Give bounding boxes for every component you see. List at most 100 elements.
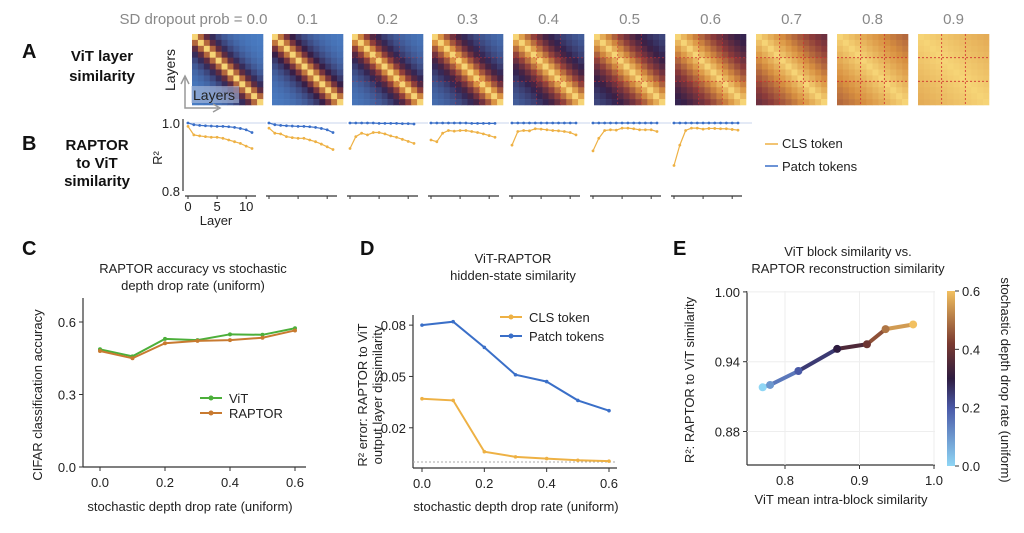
cls-point: [465, 129, 468, 132]
heatmap-cell: [896, 99, 902, 105]
heatmap-cell: [364, 64, 370, 70]
heatmap-cell: [302, 87, 308, 93]
patch-point: [684, 122, 687, 125]
heatmap-cell: [768, 64, 774, 70]
heatmap-cell: [902, 52, 908, 58]
heatmap-cell: [977, 46, 983, 52]
heatmap-cell: [971, 81, 977, 87]
heatmap-cell: [537, 75, 543, 81]
heatmap-cell: [740, 52, 746, 58]
heatmap-cell: [606, 70, 612, 76]
heatmap-cell: [681, 75, 687, 81]
heatmap-cell: [606, 64, 612, 70]
heatmap-cell: [896, 87, 902, 93]
heatmap-cell: [331, 70, 337, 76]
heatmap-cell: [239, 40, 245, 46]
patch-point: [395, 122, 398, 125]
heatmap-cell: [792, 70, 798, 76]
heatmap-cell: [630, 40, 636, 46]
y-tick-label: 1.00: [715, 285, 740, 300]
heatmap-cell: [965, 81, 971, 87]
heatmap-cell: [313, 87, 319, 93]
patch-point: [708, 122, 711, 125]
heatmap-cell: [948, 46, 954, 52]
heatmap-cell: [803, 75, 809, 81]
heatmap-cell: [308, 75, 314, 81]
data-point: [863, 340, 871, 348]
patch-point: [204, 124, 207, 127]
heatmap-cell: [411, 34, 417, 40]
heatmap-cell: [722, 58, 728, 64]
heatmap-cell: [308, 64, 314, 70]
y-tick-label: 0.02: [381, 421, 406, 436]
legend-label: Patch tokens: [529, 329, 605, 344]
patch-line: [269, 123, 333, 133]
heatmap-cell: [855, 46, 861, 52]
heatmap-cell: [774, 64, 780, 70]
heatmap-cell: [896, 40, 902, 46]
heatmap-cell: [210, 40, 216, 46]
heatmap-cell: [849, 70, 855, 76]
heatmap-cell: [382, 87, 388, 93]
heatmap-cell: [716, 87, 722, 93]
heatmap-cell: [902, 40, 908, 46]
heatmap-cell: [803, 46, 809, 52]
heatmap-cell: [873, 46, 879, 52]
heatmap-cell: [612, 52, 618, 58]
heatmap-cell: [239, 34, 245, 40]
heatmap-cell: [525, 34, 531, 40]
heatmap-cell: [578, 99, 584, 105]
heatmap-cell: [485, 87, 491, 93]
heatmap-cell: [948, 64, 954, 70]
heatmap-cell: [837, 75, 843, 81]
heatmap-cell: [594, 64, 600, 70]
heatmap-cell: [705, 40, 711, 46]
heatmap-cell: [762, 93, 768, 99]
heatmap-cell: [803, 81, 809, 87]
heatmap-cell: [954, 64, 960, 70]
heatmap-cell: [762, 87, 768, 93]
heatmap-cell: [959, 46, 965, 52]
cls-point: [597, 137, 600, 140]
heatmap-cell: [756, 34, 762, 40]
heatmap-cell: [624, 34, 630, 40]
heatmap-cell: [867, 52, 873, 58]
heatmap-cell: [780, 58, 786, 64]
heatmap-cell: [278, 34, 284, 40]
cls-point: [569, 131, 572, 134]
heatmap-cell: [405, 99, 411, 105]
heatmap-cell: [873, 34, 879, 40]
heatmap-cell: [382, 75, 388, 81]
heatmap-cell: [572, 99, 578, 105]
heatmap-cell: [272, 40, 278, 46]
heatmap-cell: [890, 52, 896, 58]
heatmap-cell: [313, 64, 319, 70]
patch-point: [273, 123, 276, 126]
heatmap-cell: [370, 46, 376, 52]
heatmap-cell: [462, 52, 468, 58]
data-point: [514, 373, 518, 377]
heatmap-cell: [278, 93, 284, 99]
heatmap-cell: [358, 87, 364, 93]
heatmap-cell: [774, 87, 780, 93]
heatmap-cell: [936, 81, 942, 87]
patch-point: [308, 125, 311, 128]
heatmap-cell: [821, 70, 827, 76]
heatmap-cell: [251, 40, 257, 46]
heatmap-cell: [855, 52, 861, 58]
heatmap-cell: [659, 75, 665, 81]
heatmap-cell: [485, 52, 491, 58]
heatmap-cell: [313, 70, 319, 76]
heatmap-cell: [699, 52, 705, 58]
heatmap-cell: [331, 99, 337, 105]
heatmap-cell: [513, 40, 519, 46]
heatmap-cell: [257, 81, 263, 87]
heatmap-cell: [711, 64, 717, 70]
patch-point: [233, 126, 236, 129]
heatmap-cell: [198, 64, 204, 70]
heatmap-cell: [705, 75, 711, 81]
heatmap-cell: [594, 58, 600, 64]
heatmap-cell: [543, 34, 549, 40]
heatmap-cell: [370, 81, 376, 87]
heatmap-cell: [959, 99, 965, 105]
